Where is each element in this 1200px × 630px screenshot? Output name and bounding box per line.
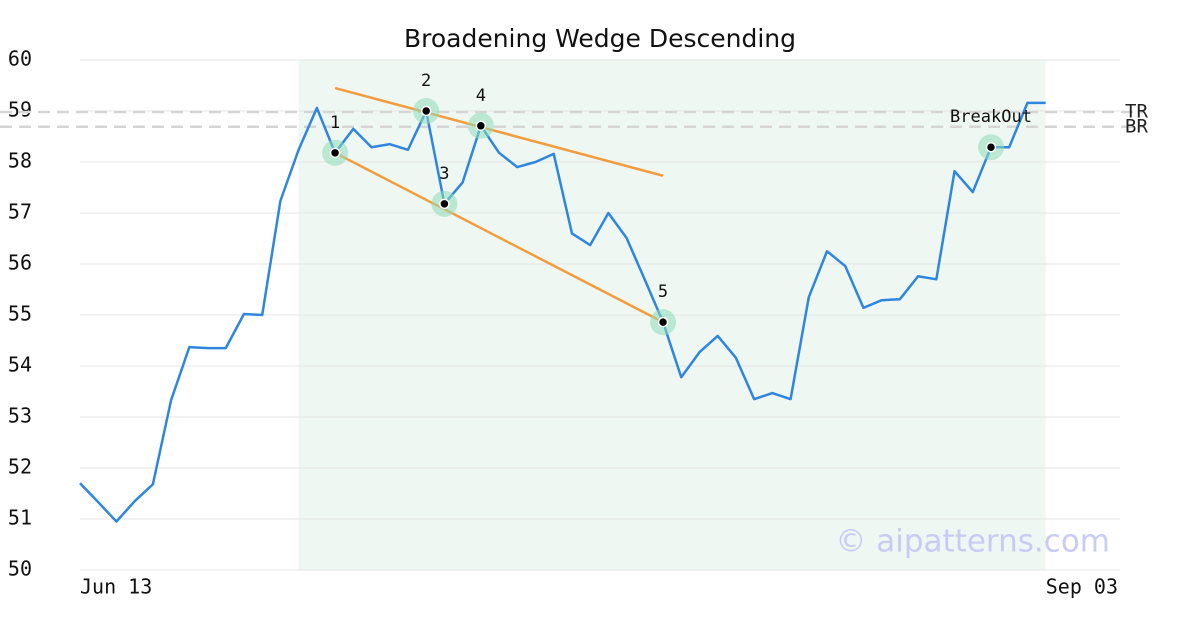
point-marker bbox=[329, 147, 341, 159]
watermark: © aipatterns.com bbox=[835, 524, 1110, 560]
point-marker bbox=[439, 198, 450, 210]
x-tick-label: Sep 03 bbox=[1046, 575, 1118, 599]
y-tick-label: 50 bbox=[8, 557, 32, 581]
y-tick-label: 57 bbox=[8, 200, 32, 224]
point-label: 2 bbox=[421, 71, 431, 91]
level-label: TR bbox=[1125, 101, 1148, 123]
point-marker bbox=[985, 141, 997, 153]
y-tick-label: 58 bbox=[8, 149, 32, 173]
point-marker bbox=[475, 120, 487, 132]
y-tick-label: 56 bbox=[8, 251, 32, 275]
point-label: 5 bbox=[658, 282, 668, 302]
y-tick-label: 51 bbox=[8, 506, 32, 530]
point-label: 4 bbox=[476, 86, 486, 106]
point-label: 1 bbox=[330, 113, 340, 133]
chart-title: Broadening Wedge Descending bbox=[404, 24, 796, 53]
point-label: BreakOut bbox=[950, 107, 1032, 127]
y-tick-label: 54 bbox=[8, 353, 32, 377]
level-label: BR bbox=[1125, 115, 1148, 137]
y-tick-label: 59 bbox=[8, 98, 32, 122]
point-label: 3 bbox=[439, 164, 449, 184]
y-tick-label: 53 bbox=[8, 404, 32, 428]
y-tick-label: 60 bbox=[8, 47, 32, 71]
trend-line bbox=[334, 151, 664, 324]
trend-line bbox=[334, 86, 664, 177]
point-marker bbox=[420, 105, 432, 117]
x-tick-label: Jun 13 bbox=[80, 575, 152, 599]
y-tick-label: 55 bbox=[8, 302, 32, 326]
point-marker bbox=[657, 316, 669, 328]
y-tick-label: 52 bbox=[8, 455, 32, 479]
price-line bbox=[79, 101, 1046, 523]
